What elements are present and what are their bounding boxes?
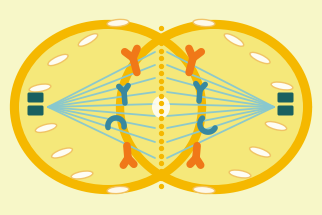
Ellipse shape bbox=[125, 29, 303, 185]
Ellipse shape bbox=[193, 186, 215, 194]
Ellipse shape bbox=[107, 186, 129, 194]
FancyBboxPatch shape bbox=[278, 106, 293, 115]
Ellipse shape bbox=[224, 34, 244, 46]
Ellipse shape bbox=[35, 124, 57, 132]
Ellipse shape bbox=[52, 148, 72, 158]
Ellipse shape bbox=[250, 147, 270, 157]
FancyBboxPatch shape bbox=[27, 92, 43, 103]
Ellipse shape bbox=[78, 34, 98, 46]
Ellipse shape bbox=[71, 171, 93, 179]
FancyBboxPatch shape bbox=[27, 106, 43, 115]
Ellipse shape bbox=[265, 121, 287, 131]
Ellipse shape bbox=[271, 82, 293, 90]
Ellipse shape bbox=[152, 96, 170, 118]
Ellipse shape bbox=[13, 23, 203, 191]
Ellipse shape bbox=[29, 84, 51, 92]
Ellipse shape bbox=[229, 170, 251, 178]
Ellipse shape bbox=[193, 19, 215, 27]
Ellipse shape bbox=[107, 19, 129, 27]
FancyBboxPatch shape bbox=[278, 92, 293, 103]
Ellipse shape bbox=[19, 29, 197, 185]
Ellipse shape bbox=[250, 52, 270, 64]
Ellipse shape bbox=[48, 54, 68, 66]
Ellipse shape bbox=[119, 23, 309, 191]
